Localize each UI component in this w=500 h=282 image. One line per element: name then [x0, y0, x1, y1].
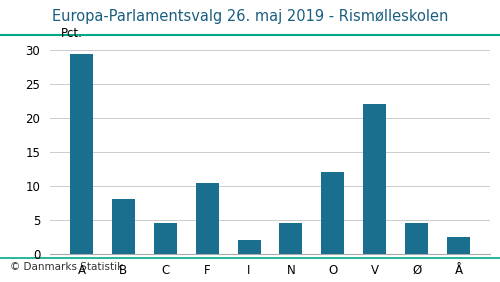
Bar [154, 223, 177, 254]
Bar [238, 240, 260, 254]
Bar [280, 223, 302, 254]
Bar [70, 54, 93, 254]
Bar [363, 104, 386, 254]
Text: Pct.: Pct. [60, 27, 82, 40]
Bar [322, 172, 344, 254]
Text: © Danmarks Statistik: © Danmarks Statistik [10, 262, 123, 272]
Bar [447, 237, 470, 254]
Text: Europa-Parlamentsvalg 26. maj 2019 - Rismølleskolen: Europa-Parlamentsvalg 26. maj 2019 - Ris… [52, 9, 448, 24]
Bar [196, 182, 218, 254]
Bar [112, 199, 135, 254]
Bar [405, 222, 428, 254]
